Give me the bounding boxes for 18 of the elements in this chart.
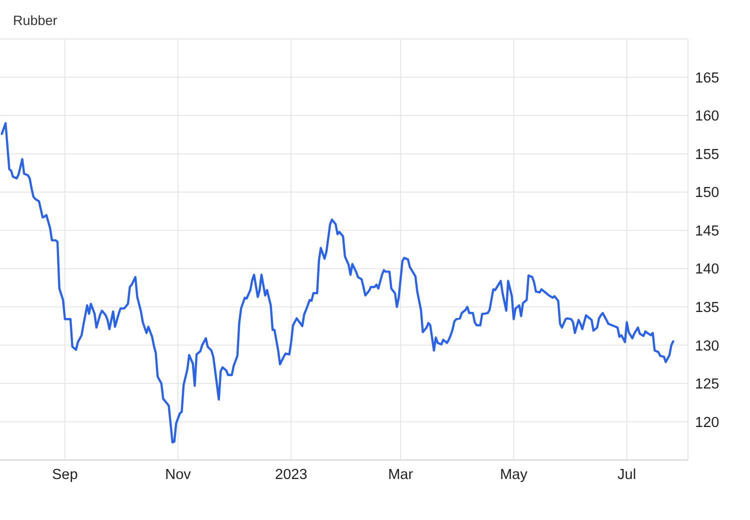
- x-tick-label: Mar: [388, 467, 414, 483]
- y-tick-label: 125: [695, 376, 720, 393]
- x-tick-label: Sep: [52, 467, 78, 483]
- y-tick-label: 120: [695, 414, 720, 431]
- y-tick-label: 150: [695, 185, 720, 202]
- y-tick-label: 140: [695, 262, 720, 278]
- x-tick-label: May: [500, 467, 528, 483]
- y-tick-label: 130: [695, 338, 720, 354]
- y-tick-label: 165: [695, 70, 720, 86]
- y-tick-label: 155: [695, 146, 720, 163]
- line-series: [0, 122, 674, 444]
- x-tick-label: Jul: [618, 467, 636, 483]
- x-tick-label: 2023: [275, 467, 308, 483]
- y-tick-label: 135: [695, 300, 720, 316]
- chart-title: Rubber: [13, 13, 58, 28]
- x-tick-label: Nov: [165, 467, 192, 483]
- y-tick-label: 160: [695, 108, 720, 125]
- y-tick-label: 145: [695, 223, 720, 240]
